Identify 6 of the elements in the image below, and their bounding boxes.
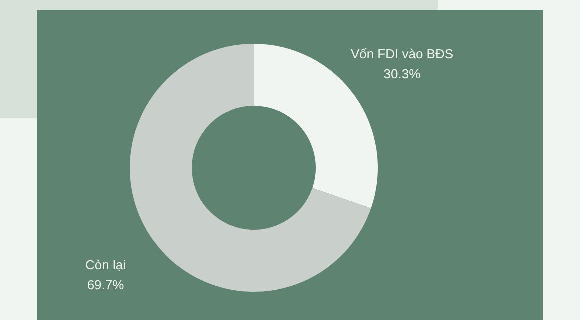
data-label: 30.3%: [384, 66, 422, 82]
slice-label: Còn lại: [86, 258, 126, 273]
donut-slice: [254, 44, 378, 209]
data-label: 69.7%: [87, 278, 125, 293]
slice-label: Vốn FDI vào BĐS: [350, 46, 454, 62]
donut-slice: [130, 44, 372, 292]
